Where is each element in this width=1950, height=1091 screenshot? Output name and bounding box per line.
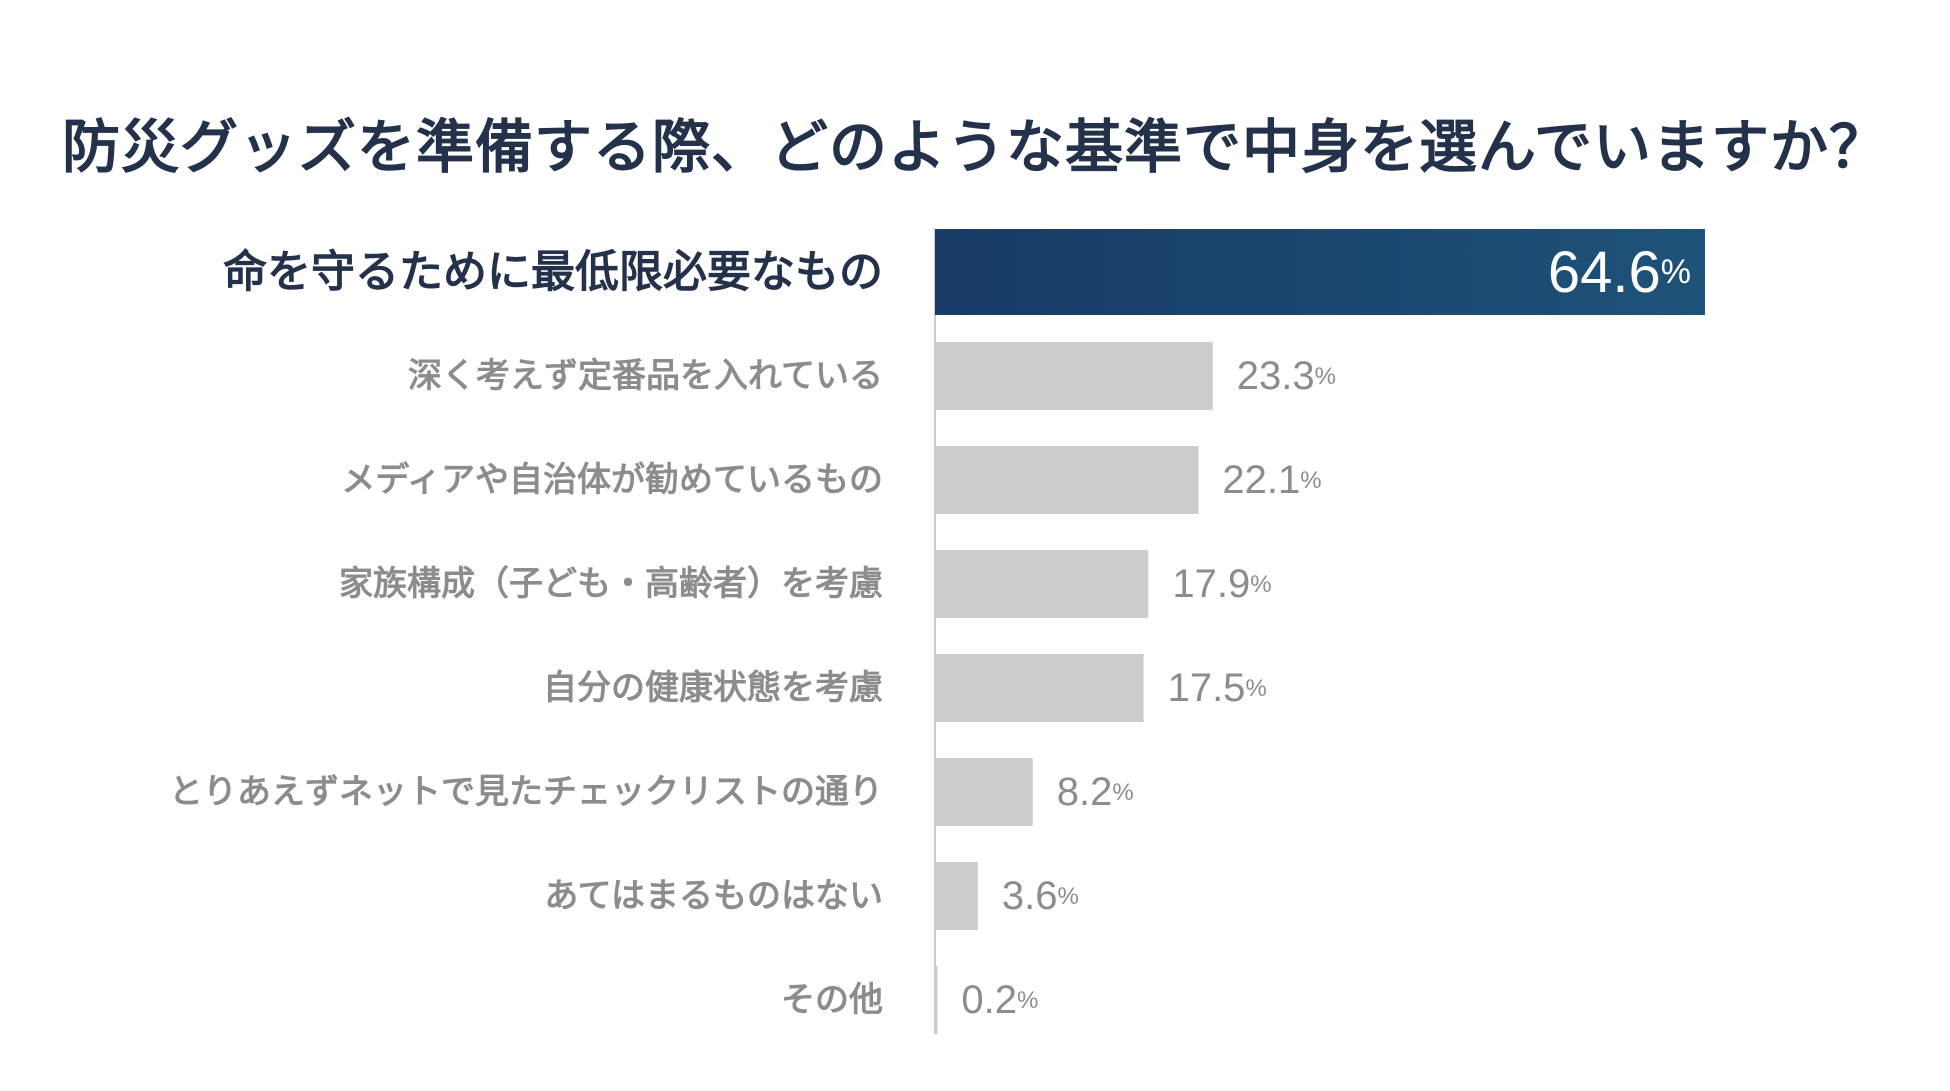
value-label-6: 8.2% <box>1057 770 1134 814</box>
category-label-8: その他 <box>781 980 883 1020</box>
bar-5 <box>935 654 1144 722</box>
category-label-4: 家族構成（子ども・高齢者）を考慮 <box>339 564 883 604</box>
bar-7 <box>935 862 978 930</box>
bar-2 <box>935 342 1213 410</box>
value-label-1: 64.6% <box>1548 240 1691 305</box>
value-label-2: 23.3% <box>1237 354 1336 398</box>
category-label-6: とりあえずネットで見たチェックリストの通り <box>169 772 883 812</box>
value-label-3: 22.1% <box>1222 458 1321 502</box>
category-label-3: メディアや自治体が勧めているもの <box>341 460 883 500</box>
category-label-7: あてはまるものはない <box>544 876 883 916</box>
bar-4 <box>935 550 1149 618</box>
bar-8 <box>935 966 938 1034</box>
value-label-7: 3.6% <box>1002 874 1079 918</box>
category-label-1: 命を守るために最低限必要なもの <box>223 247 883 298</box>
bar-3 <box>935 446 1199 514</box>
category-label-2: 深く考えず定番品を入れている <box>408 356 883 396</box>
value-label-8: 0.2% <box>961 978 1038 1022</box>
value-label-4: 17.9% <box>1172 562 1271 606</box>
bar-6 <box>935 758 1033 826</box>
chart-title: 防災グッズを準備する際、どのような基準で中身を選んでいますか？ <box>61 113 1889 181</box>
value-label-5: 17.5% <box>1168 666 1267 710</box>
bar-1 <box>935 229 1705 315</box>
category-label-5: 自分の健康状態を考慮 <box>543 668 883 708</box>
